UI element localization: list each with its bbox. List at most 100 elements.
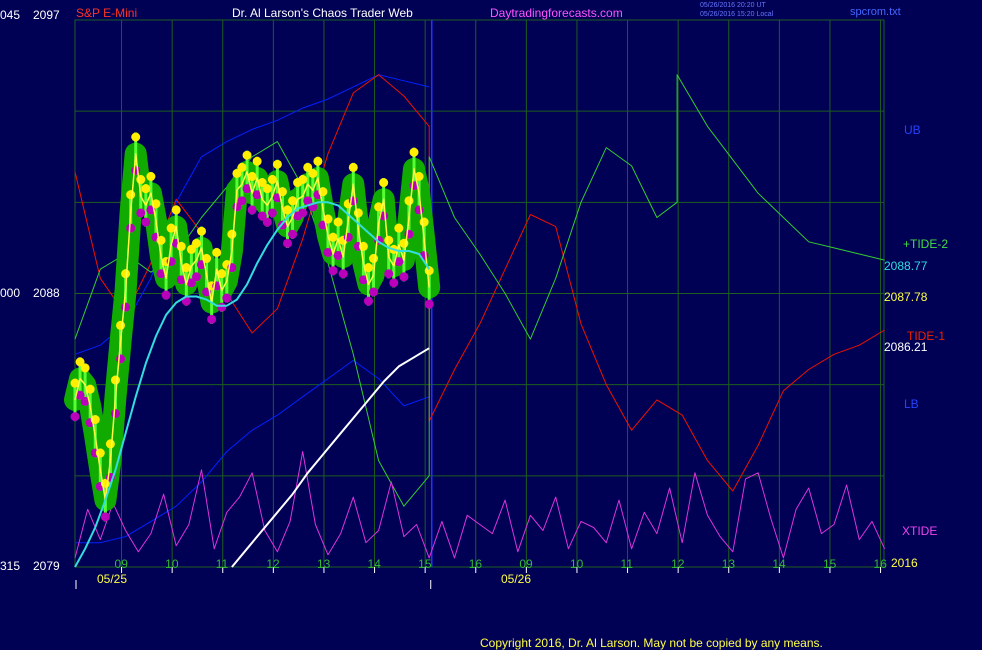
value3-label: 2086.21	[884, 340, 928, 354]
high-dot	[379, 178, 389, 188]
hour-tick-label: 10	[165, 557, 179, 571]
high-dot	[313, 156, 323, 166]
high-dot	[333, 217, 343, 227]
high-dot	[232, 168, 242, 178]
tide1-label: TIDE-1	[907, 329, 946, 343]
copyright-text: Copyright 2016, Dr. Al Larson. May not b…	[480, 636, 823, 650]
high-dot	[298, 175, 308, 185]
high-dot	[242, 150, 252, 160]
high-dot	[353, 208, 363, 218]
hour-tick-label: 11	[216, 557, 229, 571]
low-dot	[222, 293, 232, 303]
high-dot	[212, 247, 222, 257]
hour-tick-label: 09	[115, 557, 129, 571]
date-label-2: 05/26	[501, 572, 532, 586]
tide2-label: +TIDE-2	[903, 237, 949, 251]
price-layer	[64, 132, 441, 522]
high-dot	[419, 217, 429, 227]
high-dot	[363, 263, 373, 273]
lb-label: LB	[904, 397, 919, 411]
value1-label: 2088.77	[884, 259, 928, 273]
low-dot	[191, 272, 201, 282]
left-bottom-price: 2079	[33, 559, 60, 573]
high-dot	[288, 196, 298, 206]
axis-layer: 09 10 11 12 13 14 15 16 09 10 11 12 13 14 15 16	[75, 557, 887, 589]
high-dot	[70, 378, 80, 388]
low-dot	[252, 190, 262, 200]
high-dot	[126, 190, 136, 200]
hour-tick-label: 12	[671, 557, 685, 571]
left-bottom-tick: 315	[0, 559, 21, 573]
high-dot	[262, 184, 272, 194]
low-dot	[70, 412, 80, 422]
high-dot	[374, 202, 384, 212]
high-dot	[257, 178, 267, 188]
hour-tick-label: 10	[570, 557, 584, 571]
hour-tick-label: 12	[266, 557, 280, 571]
timestamp-local: 05/26/2016 15:20 Local	[700, 11, 774, 18]
high-dot	[191, 238, 201, 248]
high-dot	[181, 263, 191, 273]
low-dot	[156, 269, 166, 279]
lines-layer	[74, 201, 431, 568]
low-dot	[75, 390, 85, 400]
year-label: 2016	[891, 556, 918, 570]
high-dot	[217, 269, 227, 279]
high-dot	[80, 363, 90, 373]
hour-tick-label: 14	[368, 557, 382, 571]
high-dot	[171, 205, 181, 215]
high-dot	[121, 269, 131, 279]
low-dot	[242, 184, 252, 194]
low-dot	[136, 208, 146, 218]
ub-label: UB	[904, 123, 921, 137]
low-dot	[298, 208, 308, 218]
high-dot	[399, 238, 409, 248]
ema-mid-line	[74, 201, 431, 568]
low-dot	[186, 278, 196, 288]
high-dot	[186, 244, 196, 254]
low-dot	[394, 257, 404, 267]
high-dot	[166, 223, 176, 233]
high-dot	[146, 172, 156, 182]
value2-label: 2087.78	[884, 290, 928, 304]
low-dot	[116, 354, 126, 364]
low-dot	[176, 275, 186, 285]
high-dot	[303, 162, 313, 172]
low-dot	[110, 409, 120, 419]
high-dot	[369, 254, 379, 264]
low-dot	[141, 217, 151, 227]
high-dot	[308, 168, 318, 178]
high-dot	[404, 196, 414, 206]
low-dot	[121, 302, 131, 312]
low-dot	[404, 229, 414, 239]
hour-tick-label: 11	[621, 557, 634, 571]
low-dot	[126, 223, 136, 233]
low-dot	[237, 196, 247, 206]
website-label: Daytradingforecasts.com	[490, 6, 623, 20]
symbol-label: S&P E-Mini	[76, 6, 138, 20]
low-dot	[161, 290, 171, 300]
top-left-tick: 045	[0, 8, 21, 22]
high-dot	[131, 132, 141, 142]
date-label-1: 05/25	[97, 572, 128, 586]
hour-tick-label: 15	[823, 557, 837, 571]
grid-layer	[74, 19, 885, 568]
hour-tick-label: 14	[772, 557, 786, 571]
high-dot	[116, 320, 126, 330]
high-dot	[348, 162, 358, 172]
high-dot	[247, 172, 257, 182]
high-dot	[110, 375, 120, 385]
high-dot	[105, 439, 115, 449]
file-label: spcrom.txt	[850, 6, 901, 18]
high-dot	[409, 147, 419, 157]
low-dot	[358, 275, 368, 285]
high-dot	[252, 156, 262, 166]
low-dot	[247, 205, 257, 215]
lower-band-line	[75, 359, 430, 544]
high-dot	[384, 235, 394, 245]
hour-tick-label: 16	[469, 557, 483, 571]
low-dot	[389, 278, 399, 288]
left-mid-price: 2088	[33, 286, 60, 300]
